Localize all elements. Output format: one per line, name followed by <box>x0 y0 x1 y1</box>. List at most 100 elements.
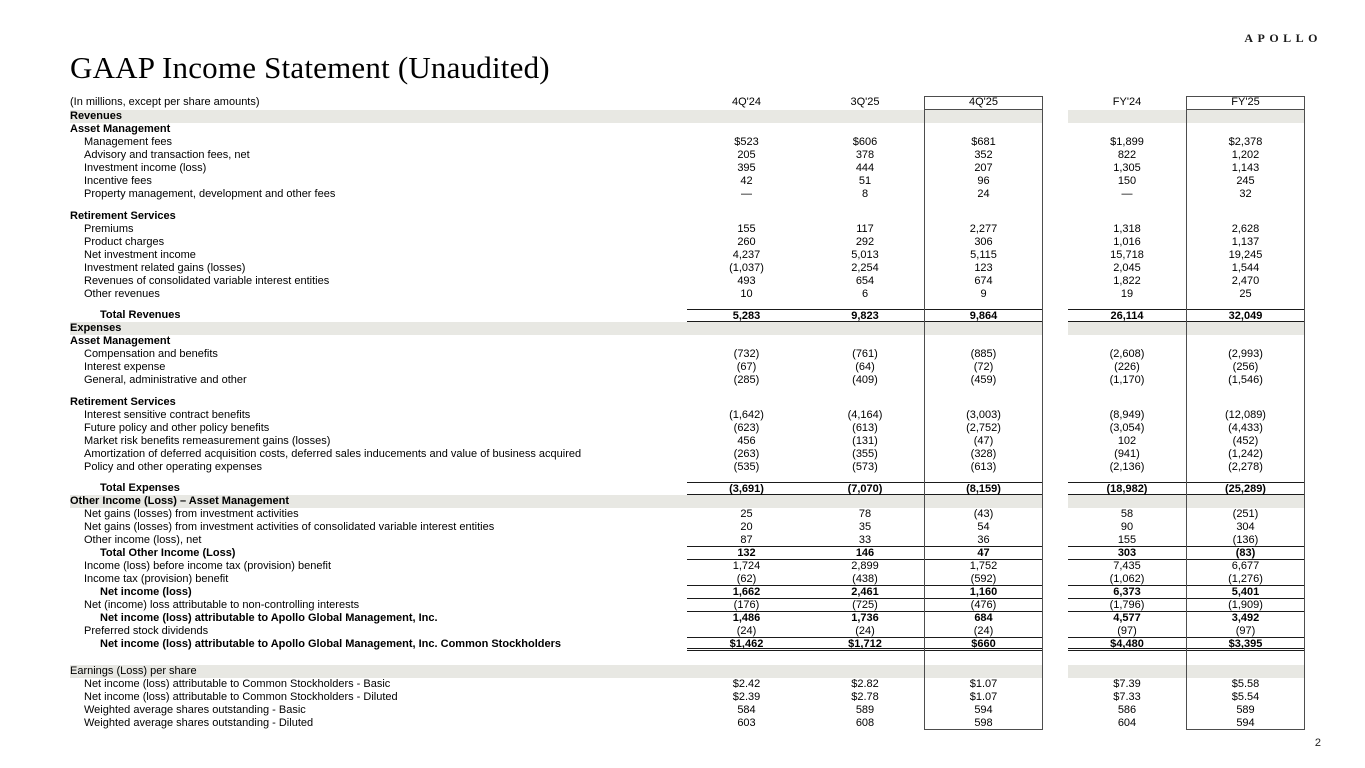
cell-fy-25: (251) <box>1232 508 1259 520</box>
cell-3q-25: (131) <box>852 435 878 447</box>
cell-3q-25: 589 <box>855 704 875 716</box>
cell-fy-24: (3,054) <box>1109 422 1145 434</box>
cell-4q-24: — <box>741 188 752 200</box>
cell-fy-25: 1,202 <box>1231 149 1260 161</box>
values-group-fy: 7,435 6,677 <box>1068 560 1305 573</box>
values-group-quarters: (1,037) 2,254 123 <box>687 262 1043 275</box>
cell-fy-25: 1,143 <box>1231 162 1260 174</box>
cell-fy-24: 1,318 <box>1113 223 1141 235</box>
row-label: Future policy and other policy benefits <box>84 422 270 434</box>
cell-fy-24: 4,577 <box>1113 612 1141 624</box>
cell-4q-24: 456 <box>737 435 756 447</box>
row-label: Incentive fees <box>84 175 152 187</box>
cell-4q-25: 5,115 <box>970 249 997 261</box>
cell-3q-25: 33 <box>858 534 872 546</box>
row-label: Advisory and transaction fees, net <box>84 149 250 161</box>
cell-fy-24: 90 <box>1120 521 1134 533</box>
column-group-gap <box>1043 625 1068 638</box>
column-group-gap <box>1043 175 1068 188</box>
values-group-quarters: 155 117 2,277 <box>687 223 1043 236</box>
cell-3q-25: (409) <box>852 374 878 386</box>
row-label: Income tax (provision) benefit <box>84 573 229 585</box>
values-group-fy <box>1068 665 1305 678</box>
cell-4q-25: 96 <box>977 175 990 187</box>
values-group-quarters <box>687 335 1043 348</box>
cell-4q-24: $523 <box>734 136 759 148</box>
cell-4q-25: (43) <box>973 508 994 520</box>
table-row-product-charges: Product charges 260 292 306 1,016 1,137 <box>70 236 1305 249</box>
row-label: Preferred stock dividends <box>84 625 209 637</box>
row-label: Total Other Income (Loss) <box>100 547 236 559</box>
cell-3q-25: 78 <box>858 508 872 520</box>
cell-4q-25: (72) <box>973 361 994 373</box>
cell-fy-25: 589 <box>1236 704 1255 716</box>
cell-3q-25: (4,164) <box>847 409 883 421</box>
row-label: Weighted average shares outstanding - Di… <box>84 717 314 729</box>
column-group-gap <box>1043 322 1068 335</box>
column-group-gap <box>1043 96 1068 110</box>
values-group-quarters: (1,642) (4,164) (3,003) <box>687 409 1043 422</box>
column-group-gap <box>1043 704 1068 717</box>
cell-4q-25: 2,277 <box>969 223 998 235</box>
cell-4q-24: (535) <box>733 461 760 473</box>
table-row-property-management-development-and-other-fees: Property management, development and oth… <box>70 188 1305 201</box>
table-row-advisory-and-transaction-fees-net: Advisory and transaction fees, net 205 378… <box>70 149 1305 162</box>
column-group-gap <box>1043 586 1068 599</box>
cell-3q-25: 1,736 <box>851 612 879 624</box>
cell-fy-25: (136) <box>1232 534 1259 546</box>
cell-4q-25 <box>924 495 1043 508</box>
cell-fy-25 <box>1186 495 1305 508</box>
cell-3q-25 <box>806 210 924 223</box>
table-row-retirement-services: Retirement Services <box>70 396 1305 409</box>
cell-fy-24 <box>1068 665 1186 678</box>
cell-4q-24 <box>687 123 806 136</box>
header-group-fy: FY'24 FY'25 <box>1068 96 1305 110</box>
cell-3q-25: (24) <box>855 625 875 637</box>
cell-4q-24 <box>687 335 806 348</box>
cell-3q-25: 2,461 <box>851 586 879 598</box>
values-group-fy: 6,373 5,401 <box>1068 586 1305 599</box>
table-row-net-gains-losses-from-investment-activities: Net gains (losses) from investment activ… <box>70 508 1305 521</box>
section-row-other-income-loss-asset-management: Other Income (Loss) – Asset Management <box>70 495 1305 508</box>
values-group-quarters: 456 (131) (47) <box>687 435 1043 448</box>
cell-4q-25: 1,752 <box>969 560 998 572</box>
table-row-net-investment-income: Net investment income 4,237 5,013 5,115 15,7… <box>70 249 1305 262</box>
values-group-fy: 1,318 2,628 <box>1068 223 1305 236</box>
cell-4q-24: 42 <box>740 175 753 187</box>
cell-fy-25: 32,049 <box>1228 310 1263 322</box>
values-group-fy: 1,016 1,137 <box>1068 236 1305 249</box>
row-label: General, administrative and other <box>84 374 247 386</box>
cell-fy-25: (2,278) <box>1228 461 1263 473</box>
row-label: Interest sensitive contract benefits <box>84 409 251 421</box>
cell-3q-25: $2.78 <box>851 691 879 703</box>
cell-fy-24: 19 <box>1120 288 1134 300</box>
cell-4q-25: (592) <box>970 573 997 585</box>
cell-4q-25: 594 <box>974 704 993 716</box>
cell-fy-24 <box>1068 322 1186 335</box>
table-row-weighted-average-shares-outstanding-diluted: Weighted average shares outstanding - Di… <box>70 717 1305 730</box>
cell-4q-24: (24) <box>736 625 757 637</box>
values-group-fy <box>1068 110 1305 123</box>
cell-4q-24: 205 <box>737 149 756 161</box>
cell-4q-24: 584 <box>737 704 756 716</box>
cell-3q-25: 292 <box>855 236 875 248</box>
values-group-fy: (97) (97) <box>1068 625 1305 638</box>
values-group-quarters: (62) (438) (592) <box>687 573 1043 586</box>
values-group-quarters: (3,691) (7,070) (8,159) <box>687 482 1043 495</box>
cell-fy-24: 1,822 <box>1113 275 1141 287</box>
cell-4q-25: 36 <box>977 534 990 546</box>
row-label: Investment related gains (losses) <box>84 262 246 274</box>
table-row-amortization-of-deferred-acquisition-costs-deferred-sales-inducements-and-value-of-business-acquired: Amortization of deferred acquisition cos… <box>70 448 1305 461</box>
cell-4q-25: 207 <box>974 162 993 174</box>
values-group-fy: (2,136) (2,278) <box>1068 461 1305 474</box>
table-row-retirement-services: Retirement Services <box>70 210 1305 223</box>
values-group-fy: 102 (452) <box>1068 435 1305 448</box>
cell-3q-25: $1,712 <box>848 638 882 650</box>
values-group-quarters <box>687 123 1043 136</box>
values-group-fy: (3,054) (4,433) <box>1068 422 1305 435</box>
table-row-net-income-loss-attributable-to-common-stockholders-diluted: Net income (loss) attributable to Common… <box>70 691 1305 704</box>
cell-3q-25: $2.82 <box>851 678 879 690</box>
cell-3q-25: 654 <box>855 275 875 287</box>
cell-4q-24: 20 <box>740 521 753 533</box>
values-group-fy: (18,982) (25,289) <box>1068 482 1305 495</box>
